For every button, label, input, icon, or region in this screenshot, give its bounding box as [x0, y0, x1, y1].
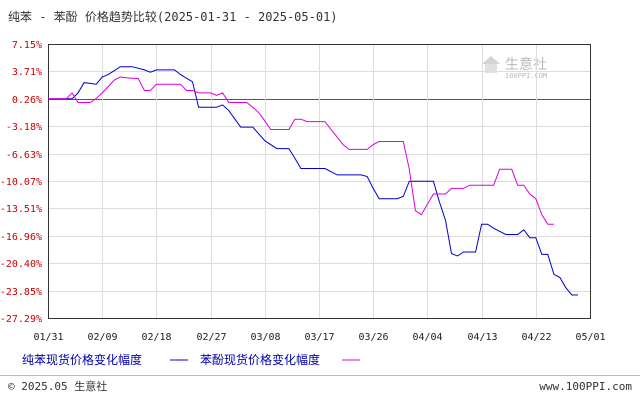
y-tick-label: -6.63%: [6, 150, 42, 161]
footer-site: www.100PPI.com: [539, 380, 632, 393]
legend-label-series-1: 纯苯现货价格变化幅度: [22, 352, 142, 367]
footer-copyright: © 2025.05 生意社: [8, 379, 107, 393]
series-line-1: [48, 66, 578, 296]
watermark-name: 生意社: [505, 56, 547, 73]
watermark-house-body: [485, 64, 497, 73]
x-tick-label: 03/17: [304, 332, 334, 343]
x-axis-ticks: 01/31 02/09 02/18 02/27 03/08 03/17 03/26 04/04…: [33, 332, 605, 343]
x-tick-label: 05/01: [575, 332, 605, 343]
plot-frame: [48, 44, 591, 319]
y-axis-ticks: 7.15% 3.71% 0.26% -3.18% -6.63% -10.07% -13.51…: [0, 40, 42, 325]
y-tick-label: -13.51%: [0, 204, 42, 215]
y-tick-label: -23.85%: [0, 287, 42, 298]
x-tick-label: 03/26: [358, 332, 388, 343]
y-tick-label: -10.07%: [0, 177, 42, 188]
x-tick-label: 02/27: [196, 332, 226, 343]
x-tick-label: 01/31: [33, 332, 63, 343]
y-tick-label: -20.40%: [0, 259, 42, 270]
x-tick-label: 02/18: [141, 332, 171, 343]
y-tick-label: -3.18%: [6, 122, 42, 133]
chart-title: 纯苯 - 苯酚 价格趋势比较(2025-01-31 - 2025-05-01): [8, 9, 338, 24]
y-tick-label: 0.26%: [12, 95, 42, 106]
legend: 纯苯现货价格变化幅度 苯酚现货价格变化幅度: [22, 352, 360, 367]
y-tick-label: 3.71%: [12, 67, 42, 78]
x-tick-label: 04/13: [467, 332, 497, 343]
x-tick-label: 04/04: [412, 332, 442, 343]
watermark-house-icon: [482, 56, 500, 64]
legend-label-series-2: 苯酚现货价格变化幅度: [200, 352, 320, 367]
x-tick-label: 02/09: [87, 332, 117, 343]
series-line-2: [48, 76, 554, 225]
y-tick-label: -27.29%: [0, 314, 42, 325]
x-tick-label: 04/22: [521, 332, 551, 343]
watermark-sub: 100PPI.COM: [505, 72, 547, 80]
x-tick-label: 03/08: [250, 332, 280, 343]
y-tick-label: -16.96%: [0, 232, 42, 243]
series: [48, 66, 578, 296]
y-tick-label: 7.15%: [12, 40, 42, 51]
